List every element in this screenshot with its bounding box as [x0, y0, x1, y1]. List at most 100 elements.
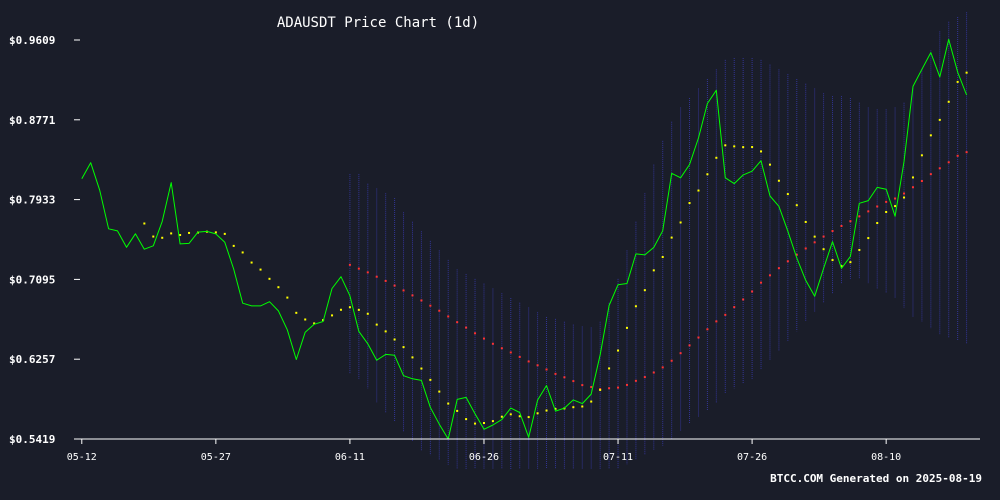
- ma20-point: [706, 173, 709, 176]
- ma50-point: [751, 290, 754, 293]
- ma50-point: [804, 247, 807, 250]
- ma50-point: [608, 387, 611, 390]
- ma50-point: [625, 383, 628, 386]
- ma50-point: [706, 328, 709, 331]
- ma50-point: [411, 294, 414, 297]
- ma50-point: [742, 298, 745, 301]
- ma20-point: [938, 118, 941, 121]
- ma20-point: [465, 418, 468, 421]
- ma20-point: [411, 356, 414, 359]
- ma50-point: [652, 371, 655, 374]
- ma50-point: [527, 360, 530, 363]
- ma20-point: [268, 277, 271, 280]
- ma50-point: [518, 355, 521, 358]
- ma20-point: [161, 236, 164, 239]
- ma50-point: [903, 192, 906, 195]
- ma20-point: [840, 265, 843, 268]
- ma50-point: [965, 151, 968, 154]
- ma20-point: [384, 330, 387, 333]
- ma50-point: [509, 351, 512, 354]
- ma50-point: [563, 376, 566, 379]
- ma50-point: [697, 336, 700, 339]
- ma20-point: [965, 71, 968, 74]
- ma50-point: [465, 326, 468, 329]
- ma20-point: [259, 268, 262, 271]
- bollinger-band-layer: [349, 12, 968, 469]
- ma20-point: [742, 146, 745, 149]
- ma20-point: [313, 322, 316, 325]
- ma50-point: [867, 210, 870, 213]
- ma50-point: [366, 271, 369, 274]
- ma50-point: [384, 279, 387, 282]
- ma20-point: [697, 189, 700, 192]
- ma20-point: [625, 326, 628, 329]
- ma50-point: [733, 306, 736, 309]
- ma20-point: [420, 367, 423, 370]
- ma50-point: [447, 315, 450, 318]
- ma50-point: [456, 321, 459, 324]
- ma50-point: [795, 253, 798, 256]
- ma20-point: [581, 405, 584, 408]
- ma50-point: [572, 380, 575, 383]
- ma20-point: [608, 367, 611, 370]
- ma50-point: [420, 299, 423, 302]
- ma50-point: [581, 384, 584, 387]
- ma50-point: [822, 235, 825, 238]
- ma20-point: [903, 196, 906, 199]
- ma20-point: [849, 261, 852, 264]
- ma20-point: [304, 318, 307, 321]
- ma50-point: [876, 205, 879, 208]
- ma20-point: [724, 144, 727, 147]
- ma20-point: [170, 232, 173, 235]
- ma20-point: [768, 163, 771, 166]
- ma20-point: [947, 100, 950, 103]
- price-line: [81, 38, 968, 440]
- ma20-point: [286, 296, 289, 299]
- ma20-point: [670, 236, 673, 239]
- ma20-point: [223, 232, 226, 235]
- ma50-point: [724, 313, 727, 316]
- ma50-point: [375, 275, 378, 278]
- ma20-point: [804, 220, 807, 223]
- x-tick-label: 08-10: [871, 452, 901, 463]
- ma20-point: [357, 308, 360, 311]
- ma20-point: [858, 248, 861, 251]
- ma50-point: [840, 224, 843, 227]
- ma20-point: [715, 156, 718, 159]
- ma50-point: [938, 167, 941, 170]
- ma20-point: [509, 413, 512, 416]
- ma20-point: [152, 235, 155, 238]
- ma20-point: [456, 409, 459, 412]
- ma50-point: [590, 386, 593, 389]
- ma20-point: [438, 390, 441, 393]
- ma50-point: [536, 364, 539, 367]
- x-tick-label: 06-11: [335, 452, 365, 463]
- ma50-point: [858, 215, 861, 218]
- ma20-point: [339, 308, 342, 311]
- ma50-point: [786, 260, 789, 263]
- ma20-point: [652, 269, 655, 272]
- ma20-point: [599, 388, 602, 391]
- ma50-point: [920, 180, 923, 183]
- y-axis-ticks: $0.5419 $0.6257 $0.7095 $0.7933 $0.8771 $0.96…: [9, 34, 80, 446]
- ma50-point: [500, 347, 503, 350]
- ma50-point: [545, 368, 548, 371]
- ma20-point: [393, 338, 396, 341]
- ma50-point: [768, 274, 771, 277]
- ma50-point: [617, 386, 620, 389]
- ma20-point: [643, 289, 646, 292]
- ma50-point: [429, 304, 432, 307]
- ma50-point: [357, 267, 360, 270]
- y-tick-label: $0.8771: [9, 114, 56, 127]
- ma50-point: [947, 161, 950, 164]
- ma50-point: [554, 372, 557, 375]
- ma50-point: [474, 332, 477, 335]
- ma20-point: [751, 146, 754, 149]
- ma20-point: [518, 415, 521, 418]
- ma20-point: [920, 154, 923, 157]
- ma20-point: [634, 305, 637, 308]
- ma50-point: [715, 320, 718, 323]
- ma20-point: [777, 179, 780, 182]
